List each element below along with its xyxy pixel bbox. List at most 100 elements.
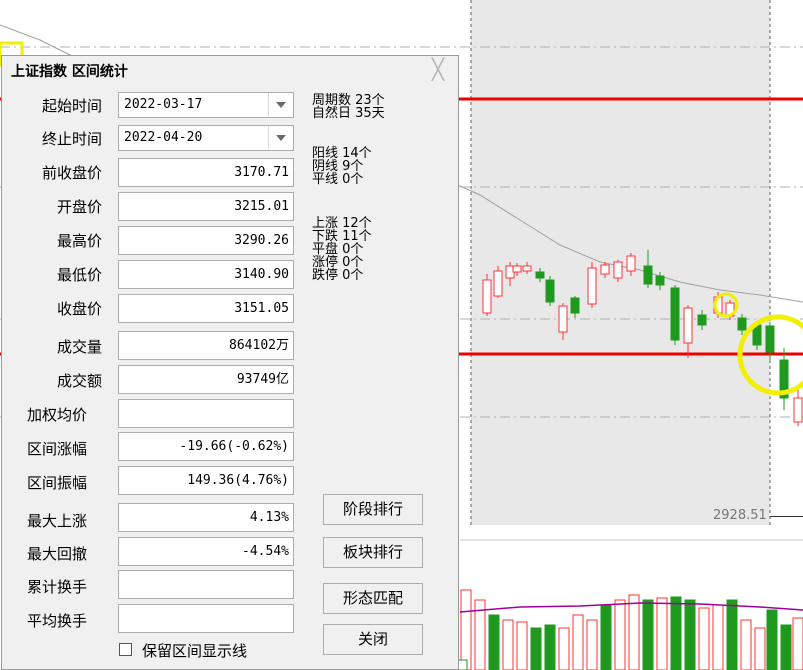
open-price-field[interactable]: 3215.01	[118, 192, 294, 221]
vwap-field[interactable]	[118, 399, 294, 428]
candle-body	[643, 265, 653, 285]
volume-bar	[488, 614, 500, 670]
volume-bar	[754, 627, 766, 670]
stat-flat-count: 平盘 0个	[312, 242, 364, 257]
candle-body	[779, 359, 789, 399]
volume-bar	[726, 599, 738, 670]
max-drawdown-field[interactable]: -4.54%	[118, 537, 294, 566]
volume-bar	[614, 599, 626, 670]
amount-field[interactable]: 93749亿	[118, 365, 294, 394]
high-price-field[interactable]: 3290.26	[118, 226, 294, 255]
volume-label: 成交量	[56, 338, 102, 356]
candle-body	[570, 297, 580, 314]
avg-turnover-label: 平均换手	[27, 612, 88, 630]
start-time-select[interactable]: 2022-03-17	[118, 92, 294, 118]
low-price-field[interactable]: 3140.90	[118, 260, 294, 289]
volume-average-line	[459, 602, 803, 613]
volume-bar	[698, 607, 710, 670]
start-time-label: 起始时间	[41, 97, 102, 115]
volume-bar	[628, 594, 640, 670]
candle-body	[613, 261, 623, 279]
marker-circle-small	[713, 292, 739, 318]
candle-body	[522, 265, 532, 272]
volume-bar	[530, 627, 542, 670]
stat-limit-up-count: 涨停 0个	[312, 255, 364, 270]
dialog-title: 上证指数 区间统计	[11, 64, 128, 80]
volume-bar	[642, 599, 654, 670]
end-time-value: 2022-04-20	[124, 130, 203, 145]
prev-close-field[interactable]: 3170.71	[118, 158, 294, 187]
stage-ranking-button[interactable]: 阶段排行	[323, 494, 423, 525]
volume-bar	[656, 597, 668, 670]
end-time-dropdown-button[interactable]	[268, 126, 293, 150]
end-time-label: 终止时间	[41, 130, 102, 148]
candle-body	[683, 307, 693, 344]
interval-change-label: 区间涨幅	[27, 440, 88, 458]
volume-bar	[572, 614, 584, 670]
stat-yang-lines: 阳线 14个	[312, 146, 372, 161]
interval-change-field[interactable]: -19.66(-0.62%)	[118, 432, 294, 461]
sector-ranking-button[interactable]: 板块排行	[323, 537, 423, 568]
prev-close-label: 前收盘价	[41, 164, 102, 182]
chevron-down-icon	[276, 135, 286, 141]
candle-body	[765, 325, 775, 353]
candle-body	[626, 255, 636, 272]
candle-body	[600, 264, 610, 275]
volume-bar	[712, 604, 724, 670]
volume-bar	[544, 624, 556, 670]
max-rise-field[interactable]: 4.13%	[118, 503, 294, 532]
avg-turnover-field[interactable]	[118, 604, 294, 633]
candle-body	[545, 279, 555, 303]
marker-circle-large	[737, 314, 803, 396]
keep-interval-lines-checkbox[interactable]	[119, 643, 132, 656]
close-icon[interactable]: ╳	[432, 57, 445, 81]
candle-body	[793, 397, 803, 423]
price-level-label: 2928.51	[713, 508, 767, 523]
volume-bar	[502, 619, 514, 670]
amount-label: 成交额	[56, 372, 102, 390]
end-time-select[interactable]: 2022-04-20	[118, 125, 294, 151]
volume-bar	[670, 596, 682, 670]
open-price-label: 开盘价	[56, 198, 102, 216]
volume-bar	[740, 619, 752, 670]
chevron-down-icon	[276, 102, 286, 108]
close-price-field[interactable]: 3151.05	[118, 294, 294, 323]
candle-body	[493, 270, 503, 297]
low-price-label: 最低价	[56, 266, 102, 284]
stat-yin-lines: 阴线 9个	[312, 159, 364, 174]
volume-bar	[558, 627, 570, 670]
close-button[interactable]: 关闭	[323, 624, 423, 655]
start-time-value: 2022-03-17	[124, 97, 203, 112]
vwap-label: 加权均价	[27, 406, 88, 424]
candle-body	[512, 265, 522, 273]
total-turnover-field[interactable]	[118, 570, 294, 599]
candle-body	[655, 275, 665, 286]
interval-statistics-dialog: 上证指数 区间统计 ╳ 起始时间 2022-03-17 终止时间 2022-04…	[1, 55, 459, 670]
volume-bar	[684, 599, 696, 670]
candle-body	[587, 267, 597, 305]
interval-amplitude-field[interactable]: 149.36(4.76%)	[118, 466, 294, 495]
candle-body	[737, 317, 747, 331]
total-turnover-label: 累计换手	[27, 578, 88, 596]
volume-bar	[792, 617, 803, 670]
candle-body	[697, 314, 707, 326]
stat-period-count: 周期数 23个	[312, 93, 385, 108]
price-level-pointer	[770, 516, 803, 517]
volume-bar	[516, 621, 528, 670]
volume-bar	[766, 609, 778, 670]
volume-bar	[474, 599, 486, 670]
max-drawdown-label: 最大回撤	[27, 545, 88, 563]
volume-bar	[780, 624, 792, 670]
candle-body	[670, 287, 680, 341]
keep-interval-lines-label: 保留区间显示线	[142, 642, 248, 660]
stat-limit-down-count: 跌停 0个	[312, 268, 364, 283]
candle-body	[482, 279, 492, 314]
volume-field[interactable]: 864102万	[118, 331, 294, 360]
volume-bar	[600, 604, 612, 670]
stat-natural-days: 自然日 35天	[312, 106, 385, 121]
candle-body	[558, 305, 568, 333]
pattern-match-button[interactable]: 形态匹配	[323, 583, 423, 614]
start-time-dropdown-button[interactable]	[268, 93, 293, 117]
dialog-title-bar[interactable]: 上证指数 区间统计 ╳	[2, 56, 458, 86]
stat-down-count: 下跌 11个	[312, 229, 372, 244]
